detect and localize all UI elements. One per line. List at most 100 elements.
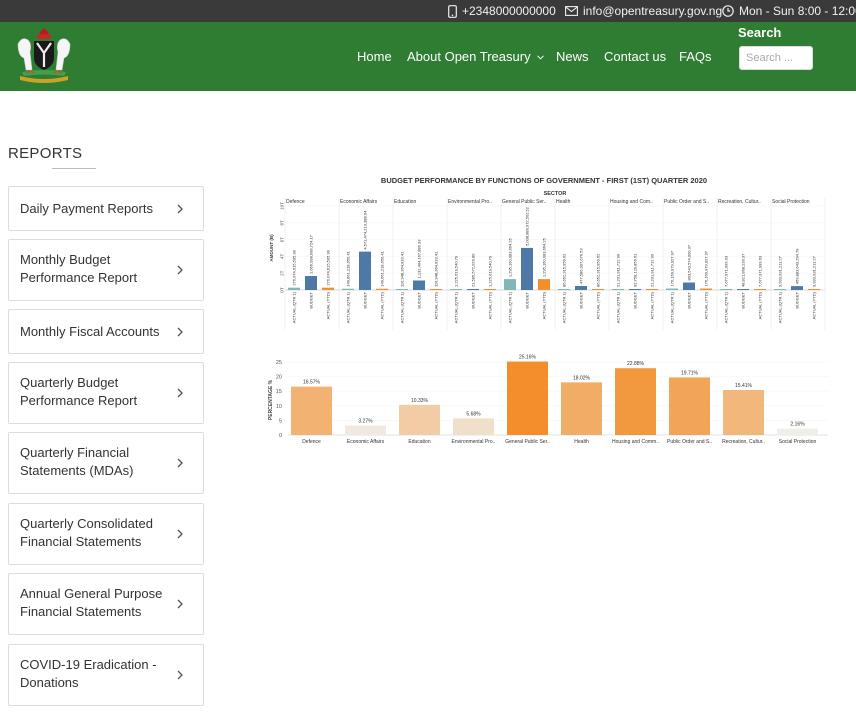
report-link-item[interactable]: Quarterly Budget Performance Report xyxy=(8,362,204,424)
nav-news[interactable]: News xyxy=(556,49,589,64)
top-bar[interactable] xyxy=(737,289,749,290)
top-bar[interactable] xyxy=(592,289,604,290)
bottom-category-label: Housing and Comm.. xyxy=(612,439,659,445)
chevron-right-icon xyxy=(177,458,183,468)
report-link-item[interactable]: COVID-19 Eradication - Donations xyxy=(8,644,204,706)
report-link-item[interactable]: Annual General Purpose Financial Stateme… xyxy=(8,573,204,635)
top-bar[interactable] xyxy=(558,289,570,290)
top-bar[interactable] xyxy=(629,289,641,290)
bottom-bar[interactable] xyxy=(723,390,764,435)
top-category-header: Housing and Com.. xyxy=(610,199,653,205)
top-bar[interactable] xyxy=(808,289,820,290)
top-bar-value-label: 21,201,911,712.99 xyxy=(650,253,655,287)
top-bar-category-label: BUDGET xyxy=(309,291,314,308)
bottom-category-label: Environmental Pro.. xyxy=(452,439,496,445)
bottom-category-label: Social Protection xyxy=(779,439,817,445)
bottom-bar[interactable] xyxy=(615,368,656,435)
top-bar-category-label: ACTUAL (QTR 1) xyxy=(562,291,567,323)
coat-of-arms-logo[interactable] xyxy=(8,26,80,86)
top-bar[interactable] xyxy=(754,289,766,290)
top-bar[interactable] xyxy=(484,289,496,290)
bottom-bar[interactable] xyxy=(291,386,332,435)
report-link-item[interactable]: Monthly Fiscal Accounts xyxy=(8,309,204,354)
search-input[interactable] xyxy=(739,46,813,70)
top-bar-value-label: 176,160,979,027.97 xyxy=(704,250,709,286)
top-bar-value-label: 9,933,931,211.27 xyxy=(812,255,817,287)
nav-faqs[interactable]: FAQs xyxy=(679,49,712,64)
top-bar-value-label: 1,225,619,540.79 xyxy=(488,255,493,287)
top-bar[interactable] xyxy=(646,289,658,290)
top-info-bar: +2348000000000 info@opentreasury.gov.ng … xyxy=(0,0,856,22)
top-category-header: Environmental Pro.. xyxy=(448,199,492,205)
reports-heading-underline xyxy=(52,168,96,169)
top-bar[interactable] xyxy=(612,289,624,290)
bottom-bar[interactable] xyxy=(507,361,548,435)
nav-contact[interactable]: Contact us xyxy=(604,49,667,64)
top-bar[interactable] xyxy=(467,289,479,290)
chevron-right-icon xyxy=(177,327,183,336)
top-bar-category-label: ACTUAL (YTD) xyxy=(380,291,385,319)
top-bar[interactable] xyxy=(666,288,678,290)
top-bar[interactable] xyxy=(538,279,550,290)
nav-home[interactable]: Home xyxy=(357,49,392,64)
phone-number[interactable]: +2348000000000 xyxy=(462,4,556,18)
report-link-item[interactable]: Quarterly Consolidated Financial Stateme… xyxy=(8,503,204,565)
top-bar[interactable] xyxy=(504,279,516,290)
bottom-bar[interactable] xyxy=(777,428,818,435)
bottom-y-axis-label: PERCENTAGE % xyxy=(268,379,274,420)
top-bar[interactable] xyxy=(791,286,803,290)
chevron-right-icon xyxy=(177,670,183,680)
nav-about[interactable]: About Open Treasury xyxy=(407,49,545,64)
bottom-bar[interactable] xyxy=(399,404,440,435)
bottom-bar[interactable] xyxy=(669,377,710,435)
top-bar[interactable] xyxy=(700,288,712,290)
bottom-y-tick-label: 0 xyxy=(279,433,282,439)
bottom-bar-value-label: 3.27% xyxy=(358,418,373,424)
bottom-bar[interactable] xyxy=(561,382,602,435)
top-y-tick-label: 8T xyxy=(280,220,285,226)
top-bar-value-label: 149,661,218,650.41 xyxy=(346,250,351,286)
bottom-percentage-chart: 0 5 10 15 20 25 16.57% Defence 3.27% Economic Aff… xyxy=(276,355,828,445)
top-bar[interactable] xyxy=(376,288,388,290)
phone-icon xyxy=(448,4,457,18)
top-bar[interactable] xyxy=(575,285,587,290)
report-link-item[interactable]: Quarterly Financial Statements (MDAs) xyxy=(8,432,204,494)
chevron-right-icon xyxy=(177,599,183,609)
top-bar[interactable] xyxy=(396,289,408,290)
top-y-tick-label: 10T xyxy=(280,202,285,210)
top-bar[interactable] xyxy=(450,289,462,290)
top-bar-category-label: ACTUAL (QTR 1) xyxy=(778,291,783,323)
top-bar-category-label: ACTUAL (YTD) xyxy=(650,291,655,319)
top-bar[interactable] xyxy=(521,247,533,290)
top-bar[interactable] xyxy=(322,287,334,290)
top-bar[interactable] xyxy=(720,289,732,290)
report-link-item[interactable]: Daily Payment Reports xyxy=(8,186,204,231)
report-link-label: Quarterly Budget Performance Report xyxy=(20,375,138,408)
bottom-bar[interactable] xyxy=(345,425,386,435)
top-category-header: General Public Ser.. xyxy=(502,199,546,205)
top-bar-category-label: ACTUAL (YTD) xyxy=(434,291,439,319)
chevron-right-icon xyxy=(177,529,183,539)
top-bar[interactable] xyxy=(359,251,371,290)
top-bar[interactable] xyxy=(683,282,695,290)
top-bar-value-label: 116,948,364,933.41 xyxy=(400,251,405,287)
top-bar-category-label: ACTUAL (QTR 1) xyxy=(508,291,513,323)
top-bar-category-label: BUDGET xyxy=(579,291,584,308)
top-bar[interactable] xyxy=(288,287,300,290)
top-bar-value-label: 5,008,889,972,502.52 xyxy=(525,206,530,246)
top-bar-category-label: ACTUAL (YTD) xyxy=(704,291,709,319)
top-bar-value-label: 149,661,218,650.41 xyxy=(380,250,385,286)
top-bar[interactable] xyxy=(342,288,354,290)
top-bar-value-label: 4,571,474,213,388.64 xyxy=(363,210,368,250)
bottom-y-tick-label: 15 xyxy=(276,389,282,395)
bottom-bar[interactable] xyxy=(453,418,494,435)
bottom-bar-value-label: 2.16% xyxy=(790,422,805,428)
report-link-item[interactable]: Monthly Budget Performance Report xyxy=(8,239,204,301)
top-bar[interactable] xyxy=(305,276,317,290)
top-y-axis-label: AMOUNT (B) xyxy=(269,234,274,262)
top-bar[interactable] xyxy=(774,289,786,290)
email-address[interactable]: info@opentreasury.gov.ng xyxy=(583,4,723,18)
top-bar[interactable] xyxy=(430,289,442,290)
top-bar-category-label: ACTUAL (QTR 1) xyxy=(346,291,351,323)
top-bar[interactable] xyxy=(413,280,425,290)
